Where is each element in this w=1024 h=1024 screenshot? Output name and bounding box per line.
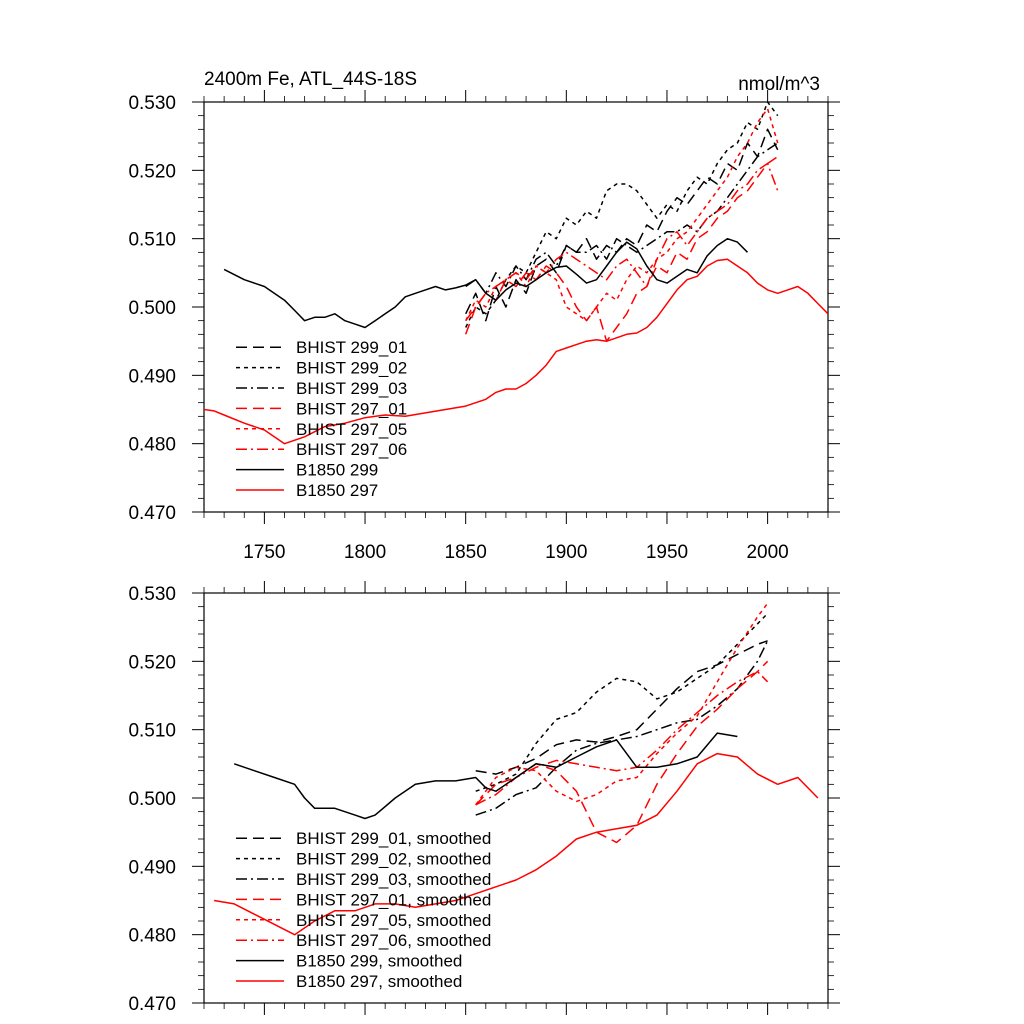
y-tick-label: 0.530 — [128, 93, 176, 114]
y-tick-label: 0.480 — [128, 926, 176, 947]
legend-label: B1850 297, smoothed — [296, 972, 462, 991]
legend-label: BHIST 299_03, smoothed — [296, 870, 491, 889]
y-tick-label: 0.530 — [128, 584, 176, 605]
top-chart-panel: 1750 1800 1850 1900 1950 2000 0.470 0.480 0.490 0… — [128, 69, 840, 563]
y-tick-label: 0.470 — [128, 503, 176, 524]
series-line — [475, 602, 769, 806]
y-tick-label: 0.510 — [128, 230, 176, 251]
legend-label: BHIST 299_03 — [296, 379, 407, 398]
series-line — [204, 258, 828, 445]
units-label: nmol/m^3 — [738, 74, 820, 95]
series-line — [465, 142, 779, 295]
series-line — [465, 102, 779, 328]
x-tick-label: 1800 — [344, 542, 386, 563]
bottom-chart-panel: 0.470 0.480 0.490 0.500 0.510 0.520 0.530 BHIST… — [128, 581, 840, 1015]
y-tick-label: 0.510 — [128, 721, 176, 742]
series-line — [475, 660, 769, 844]
series-line — [475, 640, 769, 816]
x-tick-label: 1750 — [243, 542, 285, 563]
series-line — [475, 640, 768, 775]
series-line — [475, 670, 769, 806]
y-tick-label: 0.520 — [128, 652, 176, 673]
legend-label: BHIST 297_01 — [296, 399, 407, 418]
series-line — [223, 237, 749, 329]
legend-label: BHIST 299_01, smoothed — [296, 829, 491, 848]
legend-label: BHIST 299_01 — [296, 338, 407, 357]
legend-label: B1850 299, smoothed — [296, 952, 462, 971]
y-tick-label: 0.490 — [128, 366, 176, 387]
y-tick-label: 0.470 — [128, 994, 176, 1015]
legend-label: BHIST 299_02, smoothed — [296, 850, 491, 869]
legend-label: BHIST 299_02 — [296, 359, 407, 378]
y-tick-label: 0.500 — [128, 789, 176, 810]
x-tick-label: 1900 — [545, 542, 587, 563]
series-line — [475, 612, 769, 792]
legend-label: BHIST 297_06 — [296, 440, 407, 459]
legend-label: B1850 299 — [296, 461, 378, 480]
legend-label: BHIST 297_06, smoothed — [296, 931, 491, 950]
legend: BHIST 299_01, smoothed BHIST 299_02, smoo… — [236, 829, 491, 991]
legend-label: BHIST 297_05, smoothed — [296, 911, 491, 930]
legend-label: BHIST 297_01, smoothed — [296, 890, 491, 909]
legend-label: B1850 297 — [296, 481, 378, 500]
series-line — [464, 156, 779, 342]
x-tick-label: 2000 — [746, 542, 788, 563]
x-tick-label: 1950 — [646, 542, 688, 563]
series-line — [233, 732, 738, 820]
chart-title: 2400m Fe, ATL_44S-18S — [204, 69, 417, 90]
series-line — [465, 128, 779, 322]
y-tick-label: 0.480 — [128, 435, 176, 456]
y-tick-label: 0.520 — [128, 161, 176, 182]
series-line — [465, 162, 779, 322]
y-tick-label: 0.490 — [128, 857, 176, 878]
series-line — [465, 108, 779, 322]
series-line — [213, 752, 819, 936]
x-tick-label: 1850 — [445, 542, 487, 563]
legend-label: BHIST 297_05 — [296, 420, 407, 439]
y-tick-label: 0.500 — [128, 298, 176, 319]
